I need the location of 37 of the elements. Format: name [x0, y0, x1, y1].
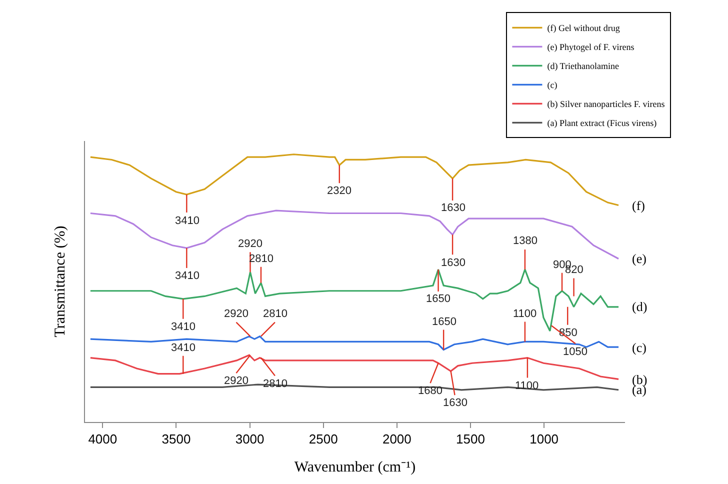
x-tick-label: 2000 — [382, 432, 412, 447]
annotation: 1100 — [513, 308, 537, 320]
legend-label: (f) Gel without drug — [547, 23, 620, 34]
legend-label: (c) — [547, 80, 558, 90]
annotation: 3410 — [175, 270, 200, 282]
text: (e) — [632, 251, 646, 266]
x-tick-label: 4000 — [88, 432, 118, 447]
text: (f) — [632, 198, 645, 213]
x-tick-label: 3000 — [235, 432, 264, 447]
annotation: 1630 — [441, 257, 466, 269]
annotation: 2920 — [238, 238, 262, 250]
x-tick-label: 1500 — [456, 432, 485, 447]
x-axis-title: Wavenumber (cm⁻¹) — [294, 460, 416, 476]
annotation: 1630 — [443, 397, 468, 409]
annotation: 1380 — [513, 235, 538, 247]
annotation: 3410 — [171, 342, 196, 354]
annotation: 1650 — [426, 293, 450, 305]
x-tick-label: 1000 — [530, 432, 559, 447]
annotation: 3410 — [175, 215, 200, 227]
x-tick-label: 2500 — [308, 432, 338, 447]
annotation: 1650 — [432, 316, 456, 328]
annotation: 1680 — [418, 385, 442, 397]
legend-label: (b) Silver nanoparticles F. virens — [547, 99, 666, 110]
annotation: 3410 — [171, 321, 196, 333]
annotation: 2320 — [327, 185, 352, 197]
x-tick-label: 3500 — [162, 432, 191, 447]
annotation: 1630 — [441, 202, 466, 214]
annotation: 2920 — [224, 308, 248, 320]
annotation: 1050 — [563, 346, 588, 358]
annotation: 2810 — [263, 308, 288, 320]
legend-label: (d) Triethanolamine — [547, 61, 619, 72]
legend-label: (a) Plant extract (Ficus virens) — [547, 118, 657, 128]
text: (d) — [632, 299, 648, 314]
annotation: 2920 — [224, 375, 248, 387]
y-axis-title: Transmittance (%) — [52, 226, 68, 338]
text: (c) — [632, 340, 646, 355]
legend-label: (e) Phytogel of F. virens — [547, 42, 635, 52]
